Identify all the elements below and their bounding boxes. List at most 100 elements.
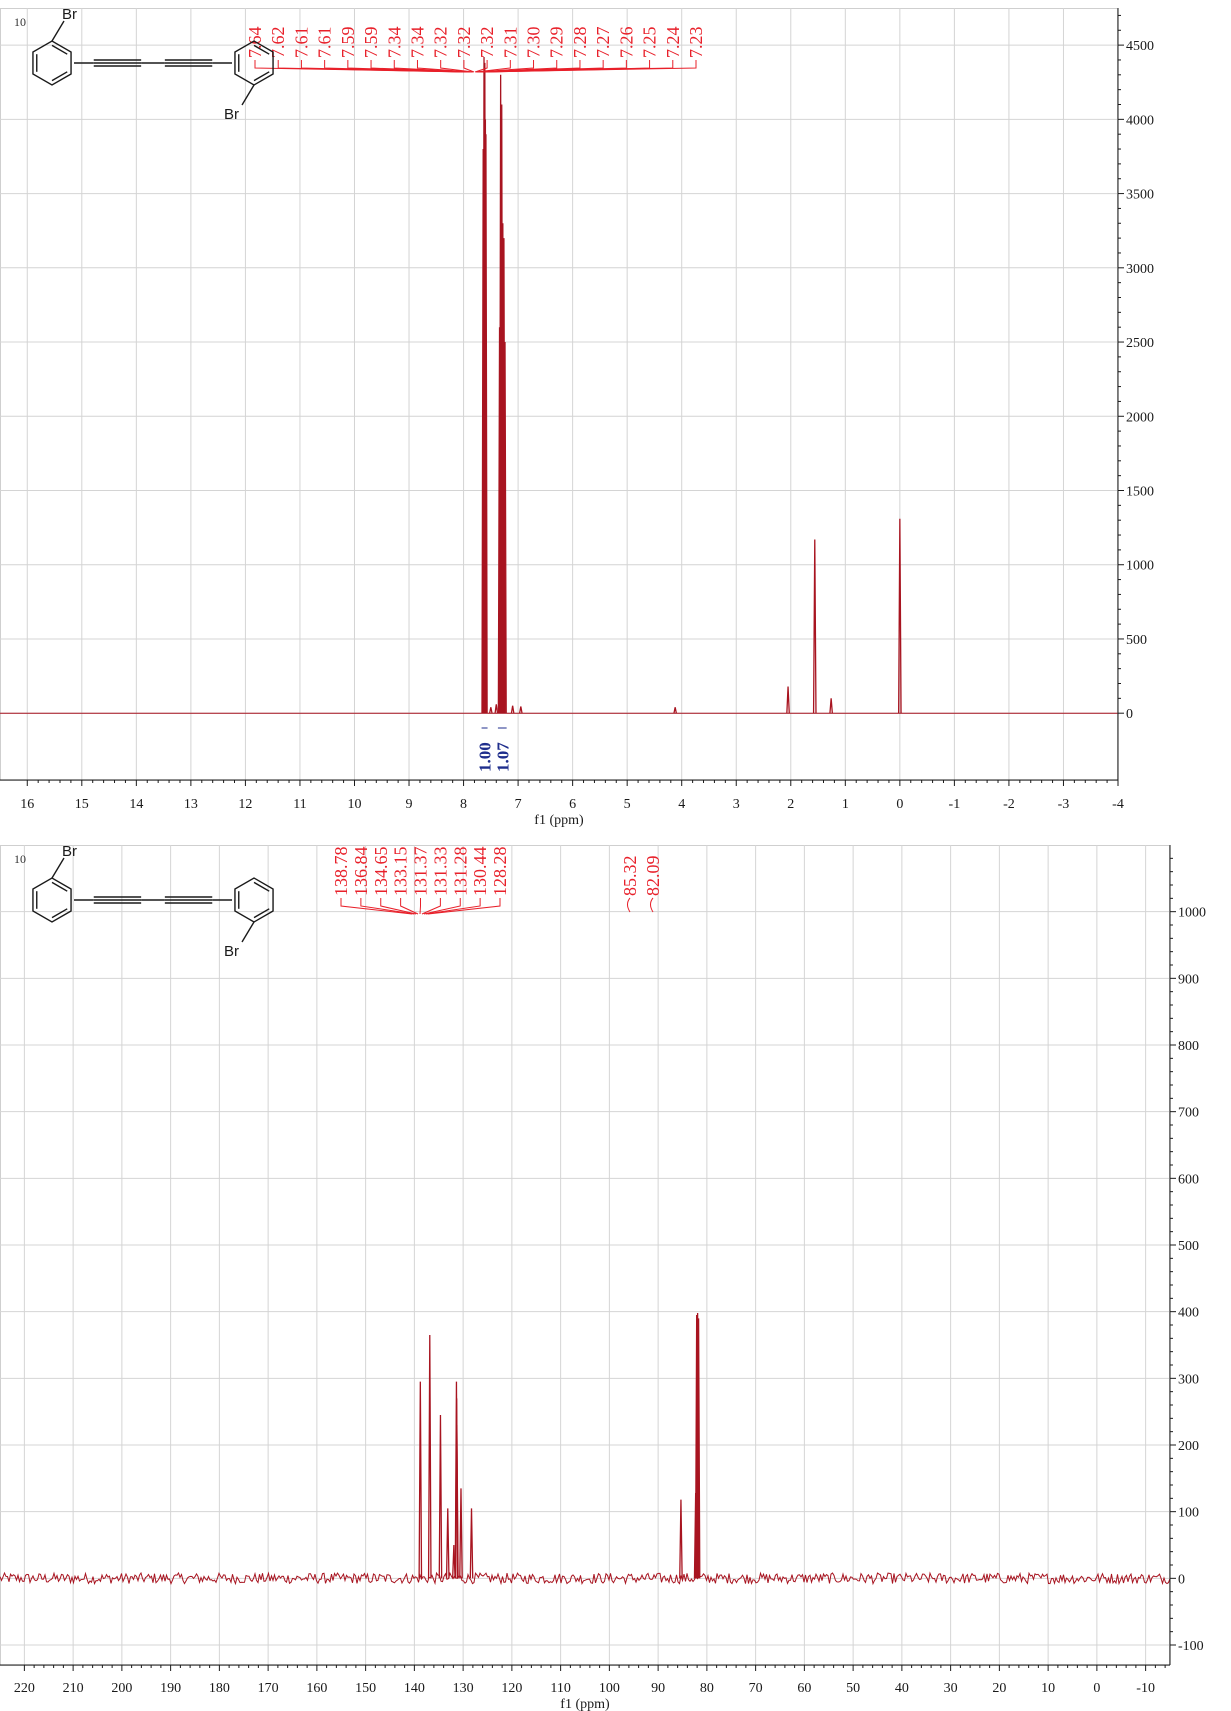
- carbon-x-axis-label: f1 (ppm): [560, 1697, 610, 1711]
- proton-peak-label: 7.25: [640, 27, 660, 59]
- carbon-y-tick-label: 0: [1178, 1572, 1185, 1587]
- carbon-peak: [679, 1499, 683, 1579]
- carbon-double-bond: [51, 908, 68, 919]
- proton-peak-label: 7.30: [524, 27, 544, 59]
- proton-compound-number: 10: [14, 15, 26, 29]
- proton-peak: [812, 539, 817, 714]
- proton-spectrum-trace: [0, 56, 1118, 714]
- carbon-peak-label: 134.65: [371, 847, 391, 897]
- carbon-peak-label: 128.28: [490, 847, 510, 897]
- carbon-x-tick-label: 20: [992, 1681, 1006, 1696]
- proton-benzene-ring-left: [32, 40, 72, 86]
- proton-peak-label: 7.61: [291, 27, 311, 59]
- proton-peak-label: 7.32: [431, 27, 451, 59]
- proton-x-tick-label: 16: [20, 797, 34, 812]
- proton-y-tick-label: 500: [1126, 633, 1147, 648]
- proton-peak-label: 7.34: [384, 27, 404, 59]
- proton-peak-connector: [475, 60, 511, 73]
- proton-double-bond: [51, 71, 68, 82]
- carbon-x-tick-label: 90: [651, 1681, 665, 1696]
- carbon-peak: [445, 1508, 450, 1579]
- carbon-grid: [0, 845, 1170, 1666]
- proton-integral-value: 1.07: [493, 742, 512, 772]
- carbon-x-tick-label: 160: [306, 1681, 327, 1696]
- proton-integral-value: 1.00: [476, 742, 495, 772]
- carbon-peak-connector: [421, 898, 441, 915]
- carbon-peak: [459, 1488, 463, 1579]
- carbon-nmr-panel: 138.78 136.84 134.65 133.15 131.37 131.33 131.…: [0, 843, 1206, 1711]
- carbon-peak-label: 82.09: [643, 856, 663, 897]
- proton-peak: [829, 698, 833, 714]
- carbon-bromine-label: Br: [62, 843, 77, 860]
- proton-x-tick-label: 6: [569, 797, 576, 812]
- proton-nmr-panel: 7.64 7.62 7.61 7.61 7.59 7.59 7.34 7.34 7.32 7.32…: [0, 6, 1154, 828]
- proton-x-tick-label: 2: [787, 797, 794, 812]
- proton-x-axis: 16 15 14 13 12 11 10 9 8 7 6 5 4 3 2 1 0 -1 -2 -3 -4: [0, 779, 1124, 812]
- proton-bromine-label: Br: [224, 106, 239, 123]
- proton-x-tick-label: 14: [129, 797, 143, 812]
- proton-x-tick-label: 7: [515, 797, 522, 812]
- carbon-x-axis: 220 210 200 190 180 170 160 150 140 130 120 110 100 9…: [0, 1664, 1170, 1696]
- proton-y-tick-label: 4000: [1126, 113, 1154, 128]
- carbon-x-tick-label: 100: [599, 1681, 620, 1696]
- carbon-y-tick-label: 700: [1178, 1106, 1199, 1121]
- carbon-peak-label: 131.37: [411, 847, 431, 897]
- carbon-x-tick-label: 80: [700, 1681, 714, 1696]
- proton-peak-label: 7.24: [663, 27, 683, 59]
- proton-y-tick-label: 3500: [1126, 188, 1154, 203]
- proton-x-tick-label: -1: [949, 797, 961, 812]
- carbon-compound-number: 10: [14, 852, 26, 866]
- carbon-x-tick-label: 210: [63, 1681, 84, 1696]
- carbon-peak-connector: [425, 898, 481, 915]
- proton-y-tick-label: 2000: [1126, 410, 1154, 425]
- proton-double-bond: [51, 44, 68, 55]
- carbon-double-bond: [51, 881, 68, 892]
- proton-peak-label: 7.32: [477, 27, 497, 58]
- carbon-x-tick-label: 70: [749, 1681, 763, 1696]
- carbon-peak-connector: [423, 898, 461, 915]
- carbon-x-tick-label: 60: [797, 1681, 811, 1696]
- carbon-x-tick-label: 40: [895, 1681, 909, 1696]
- proton-peak: [488, 707, 493, 714]
- carbon-peak-label: 130.44: [470, 847, 490, 897]
- proton-x-tick-label: 12: [238, 797, 252, 812]
- carbon-peak-connector: [380, 898, 417, 915]
- carbon-y-tick-label: 200: [1178, 1439, 1199, 1454]
- carbon-peak: [427, 1334, 432, 1579]
- carbon-x-tick-label: 190: [160, 1681, 181, 1696]
- proton-peak-labels: 7.64 7.62 7.61 7.61 7.59 7.59 7.34 7.34 7.32 7.32…: [245, 27, 706, 73]
- carbon-x-tick-label: 200: [111, 1681, 132, 1696]
- proton-x-tick-label: 13: [184, 797, 198, 812]
- proton-y-tick-label: 3000: [1126, 262, 1154, 277]
- carbon-x-tick-label: 110: [550, 1681, 570, 1696]
- carbon-x-tick-label: 150: [355, 1681, 376, 1696]
- proton-peak-label: 7.59: [338, 27, 358, 59]
- proton-y-tick-label: 2500: [1126, 336, 1154, 351]
- proton-x-tick-label: 1: [842, 797, 849, 812]
- proton-c-br-bond: [51, 20, 65, 42]
- proton-peak-label: 7.28: [570, 27, 590, 59]
- proton-plot-frame: [0, 8, 1118, 781]
- proton-peak-connector: [440, 60, 474, 73]
- carbon-benzene-ring-right: [234, 877, 274, 923]
- carbon-molecule-structure: Br Br: [32, 843, 274, 960]
- carbon-peak: [455, 1424, 459, 1579]
- carbon-x-tick-label: 170: [258, 1681, 279, 1696]
- proton-peak-label: 7.26: [616, 27, 636, 59]
- carbon-peak-label: 138.78: [331, 847, 351, 897]
- carbon-x-tick-label: 30: [944, 1681, 958, 1696]
- proton-double-bond: [253, 44, 270, 55]
- carbon-peak-labels: 138.78 136.84 134.65 133.15 131.37 131.33 131.…: [331, 847, 663, 915]
- carbon-x-tick-label: 50: [846, 1681, 860, 1696]
- carbon-peak-label: 133.15: [391, 847, 411, 897]
- carbon-c-br-bond: [241, 921, 255, 943]
- proton-peak: [484, 134, 488, 714]
- proton-x-tick-label: 5: [624, 797, 631, 812]
- proton-peak-connector: [416, 60, 473, 73]
- proton-y-axis: 0 500 1000 1500 2000 2500 3000 3500 4000 4500: [1117, 8, 1154, 780]
- carbon-y-tick-label: 600: [1178, 1172, 1199, 1187]
- proton-x-tick-label: 10: [347, 797, 361, 812]
- carbon-peak: [469, 1508, 474, 1579]
- carbon-x-tick-label: 220: [14, 1681, 35, 1696]
- proton-x-tick-label: -3: [1058, 797, 1070, 812]
